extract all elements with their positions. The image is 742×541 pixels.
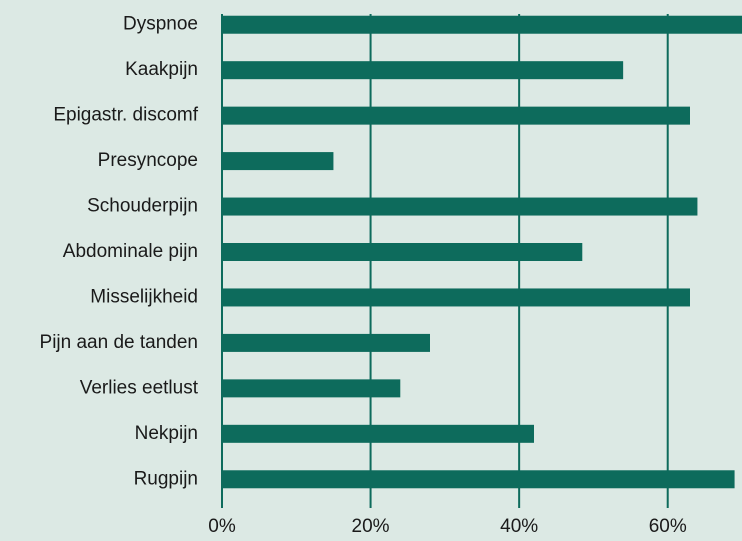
y-tick-label: Presyncope — [98, 150, 198, 171]
y-tick-label: Abdominale pijn — [63, 241, 198, 262]
y-tick-label: Dyspnoe — [123, 14, 198, 35]
bar — [222, 106, 690, 125]
y-tick-label: Epigastr. discomf — [53, 105, 198, 126]
x-tick-label: 40% — [500, 516, 538, 537]
bar — [222, 15, 742, 34]
y-tick-label: Pijn aan de tanden — [40, 332, 198, 353]
bar — [222, 288, 690, 307]
bar — [222, 243, 583, 261]
y-tick-label: Nekpijn — [135, 423, 198, 444]
y-tick-label: Misselijkheid — [90, 286, 198, 307]
y-tick-label: Kaakpijn — [125, 59, 198, 80]
bar — [222, 470, 735, 489]
bar — [222, 333, 430, 352]
bar — [222, 379, 401, 398]
bar — [222, 152, 334, 171]
y-tick-label: Rugpijn — [134, 468, 198, 489]
y-tick-label: Schouderpijn — [87, 196, 198, 217]
bar — [222, 61, 624, 80]
y-tick-label: Verlies eetlust — [80, 377, 199, 398]
x-tick-label: 60% — [649, 516, 687, 537]
x-tick-label: 20% — [352, 516, 390, 537]
x-tick-label: 0% — [208, 516, 236, 537]
bar — [222, 424, 534, 443]
bar — [222, 197, 698, 216]
